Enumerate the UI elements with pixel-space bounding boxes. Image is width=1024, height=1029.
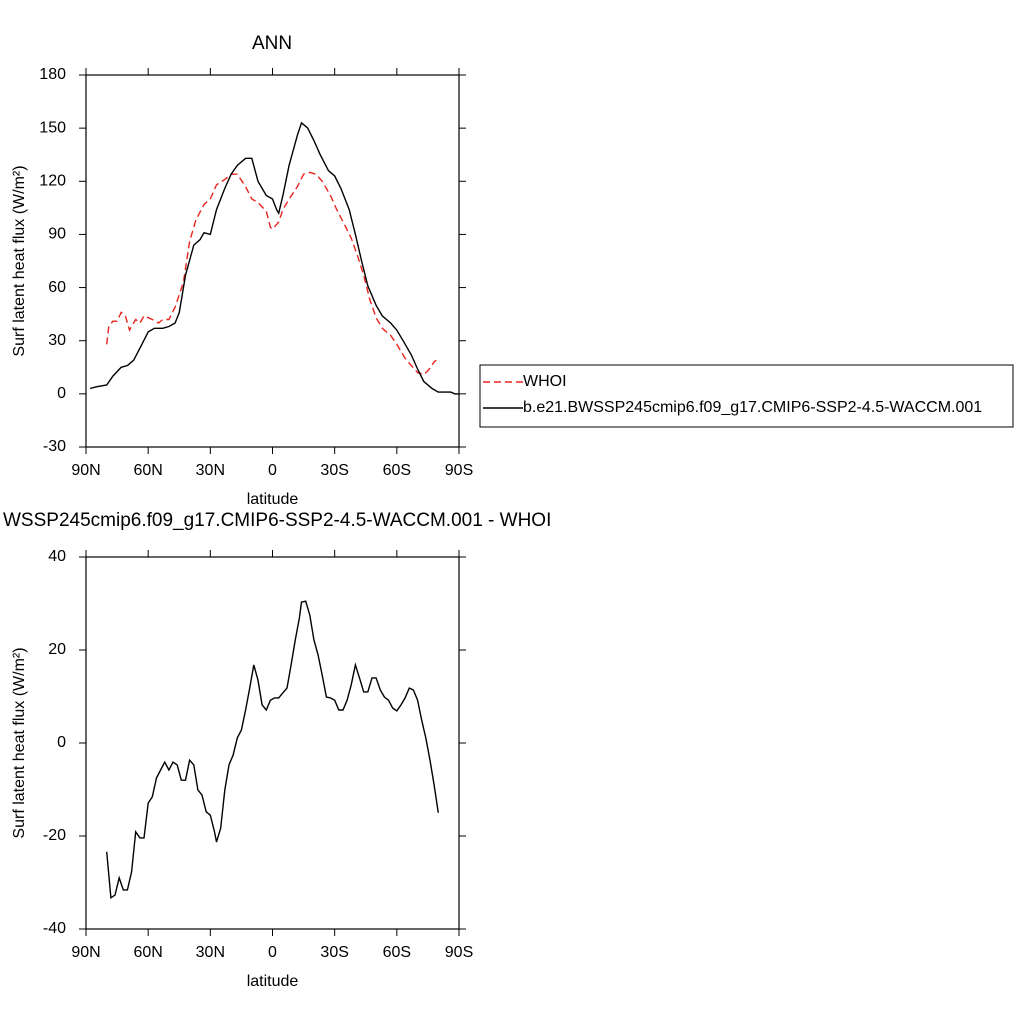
y-tick-label: 120 [39, 173, 66, 190]
x-tick-label: 90N [71, 944, 100, 961]
x-tick-label: 90N [71, 462, 100, 479]
y-axis-label: Surf latent heat flux (W/m²) [11, 165, 28, 356]
chart-title: ANN [252, 33, 292, 54]
x-tick-label: 60N [133, 944, 162, 961]
data-line [106, 600, 439, 900]
x-tick-label: 0 [268, 462, 277, 479]
y-tick-label: 40 [48, 548, 66, 565]
x-tick-label: 30S [320, 462, 348, 479]
x-tick-label: 90S [445, 462, 473, 479]
chart-title: WSSP245cmip6.f09_g17.CMIP6-SSP2-4.5-WACC… [3, 510, 551, 531]
y-tick-label: -40 [43, 920, 66, 937]
y-tick-label: 180 [39, 66, 66, 83]
x-tick-label: 30N [196, 462, 225, 479]
y-tick-label: 150 [39, 119, 66, 136]
x-tick-label: 60S [383, 944, 411, 961]
x-tick-label: 30N [196, 944, 225, 961]
y-tick-label: 0 [57, 734, 66, 751]
y-tick-label: 0 [57, 385, 66, 402]
x-tick-label: 60S [383, 462, 411, 479]
y-tick-label: 30 [48, 332, 66, 349]
plot-frame [85, 74, 460, 448]
x-tick-label: 90S [445, 944, 473, 961]
y-axis-label: Surf latent heat flux (W/m²) [11, 647, 28, 838]
x-axis-label: latitude [247, 973, 299, 990]
x-tick-label: 60N [133, 462, 162, 479]
legend-label: WHOI [523, 373, 567, 390]
data-line [89, 121, 459, 395]
x-axis-label: latitude [247, 491, 299, 508]
y-tick-label: 90 [48, 226, 66, 243]
y-tick-label: 60 [48, 279, 66, 296]
legend-label: b.e21.BWSSP245cmip6.f09_g17.CMIP6-SSP2-4… [523, 399, 982, 416]
x-tick-label: 0 [268, 944, 277, 961]
x-tick-label: 30S [320, 944, 348, 961]
y-tick-label: 20 [48, 641, 66, 658]
y-tick-label: -20 [43, 827, 66, 844]
plot-frame [85, 556, 460, 930]
legend-box [479, 364, 1014, 428]
data-line [106, 171, 437, 376]
y-tick-label: -30 [43, 438, 66, 455]
